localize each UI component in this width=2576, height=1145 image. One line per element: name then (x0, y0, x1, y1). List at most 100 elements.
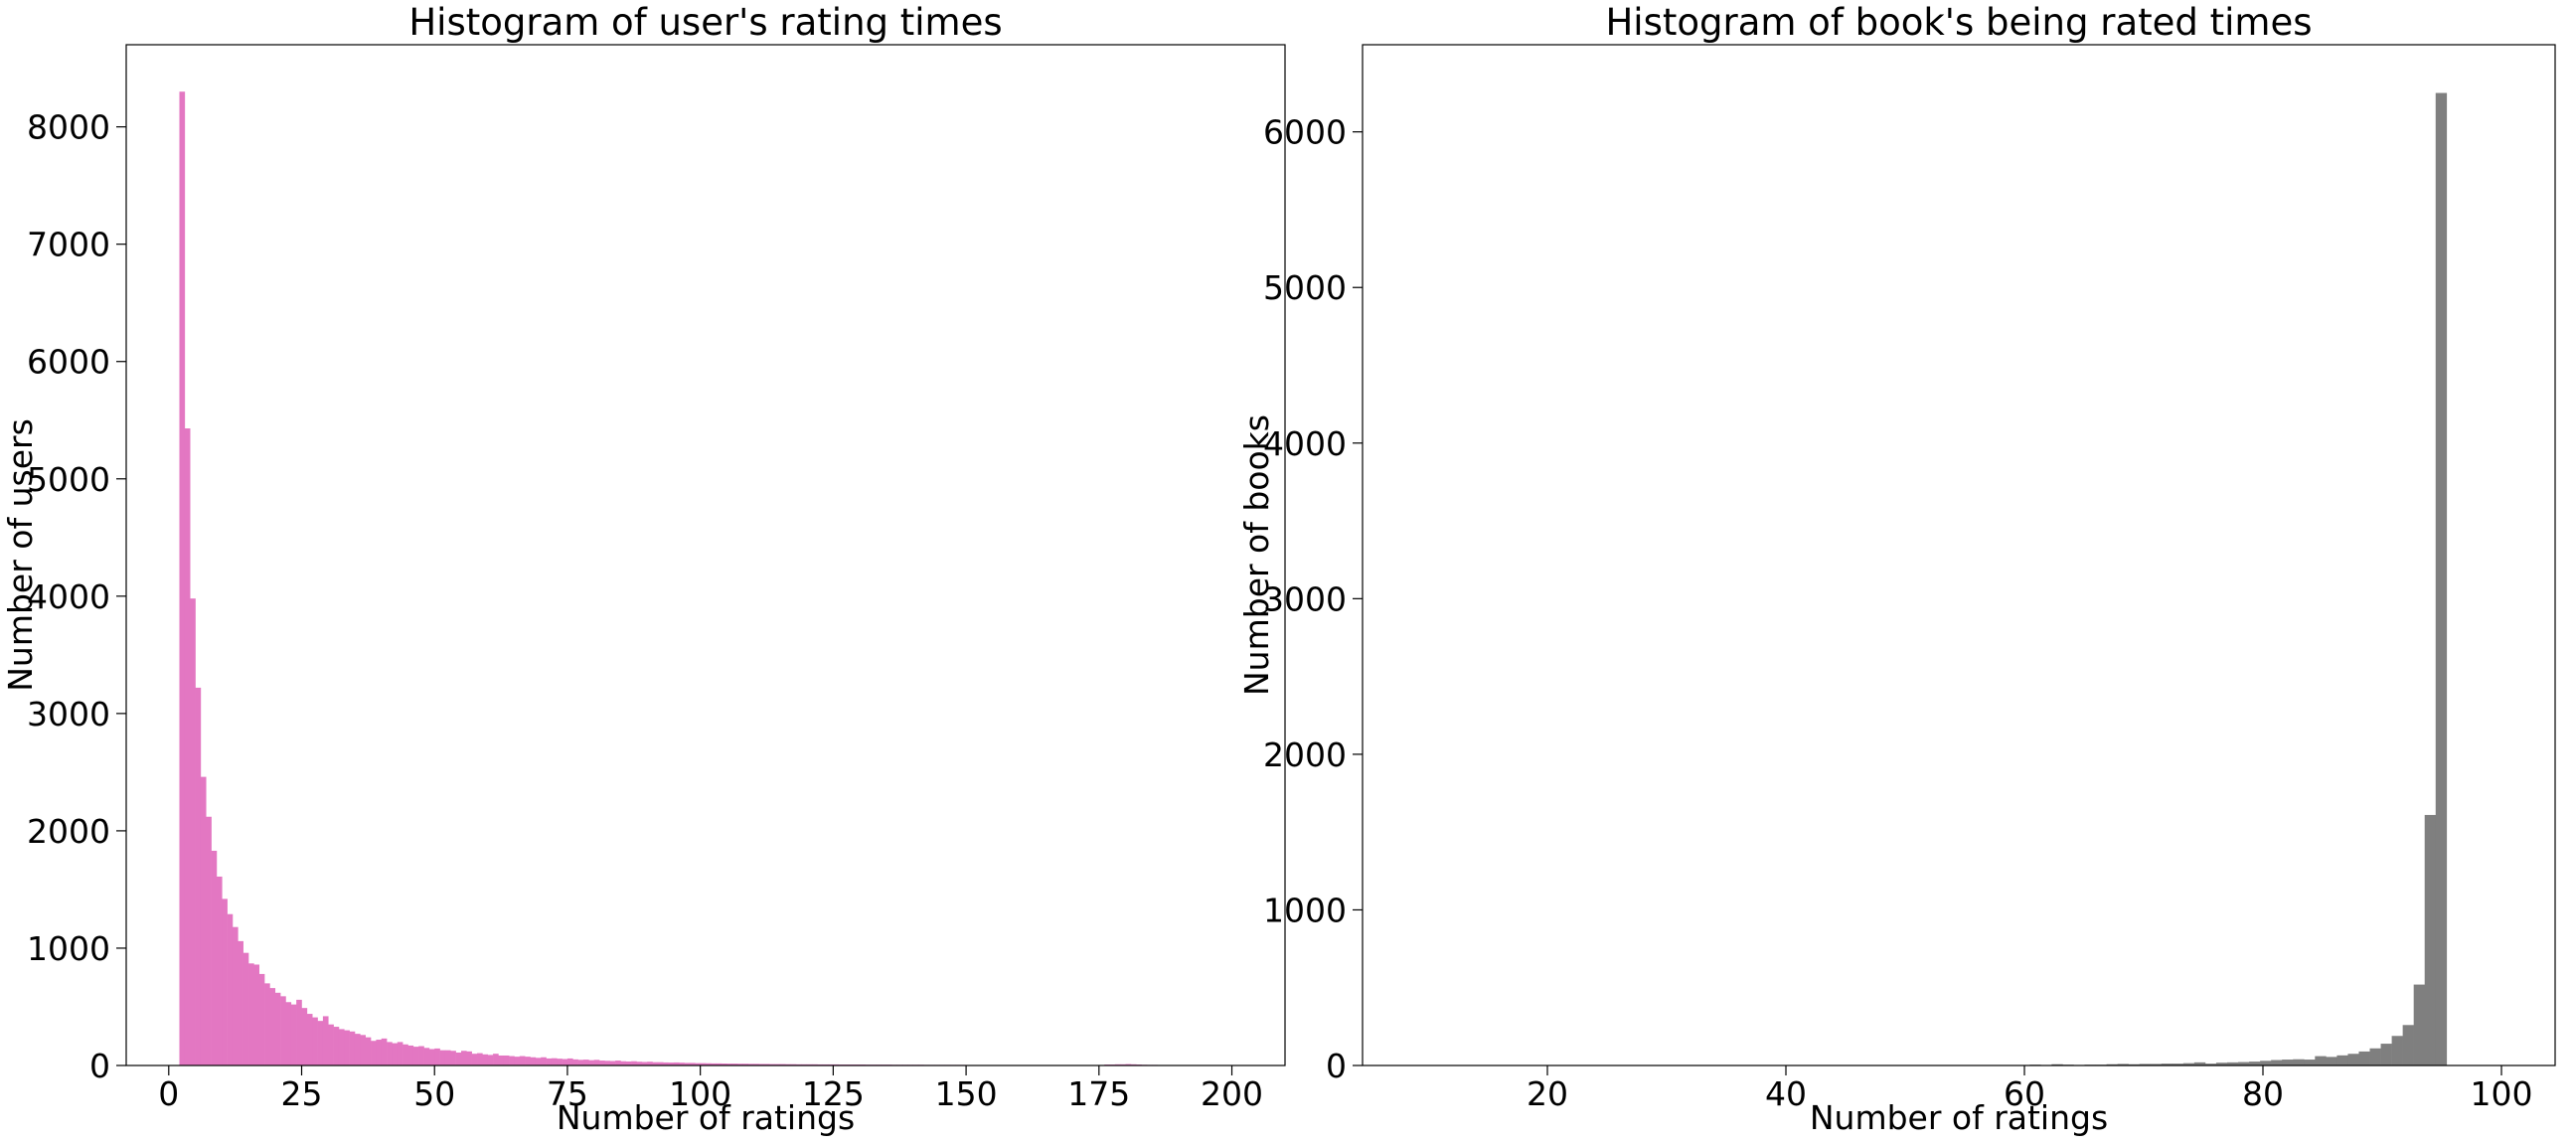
histogram-bar (636, 1062, 643, 1065)
histogram-bar (566, 1058, 573, 1065)
histogram-bar (572, 1059, 578, 1065)
histogram-bar (412, 1047, 419, 1065)
histogram-bar (503, 1055, 510, 1065)
y-tick-label: 6000 (1263, 113, 1347, 152)
histogram-bar (779, 1063, 786, 1065)
histogram-bar (769, 1063, 775, 1065)
histogram-bar (2182, 1063, 2195, 1065)
histogram-bar (747, 1063, 754, 1065)
histogram-bar (2413, 984, 2426, 1065)
histogram-bar (387, 1042, 393, 1065)
histogram-bar (317, 1021, 324, 1065)
histogram-bar (1125, 1063, 1132, 1065)
histogram-bar (365, 1037, 372, 1065)
histogram-bar (258, 973, 265, 1065)
histogram-bar (312, 1017, 318, 1065)
x-tick-label: 100 (2471, 1074, 2533, 1113)
histogram-bar (663, 1062, 669, 1065)
histogram-bar (487, 1055, 494, 1065)
histogram-bar (2391, 1036, 2403, 1065)
histogram-bar (253, 964, 260, 1065)
histogram-bar (2161, 1063, 2174, 1065)
histogram-bar (392, 1043, 399, 1065)
histogram-bar (238, 940, 243, 1065)
histogram-bar (179, 91, 186, 1066)
histogram-bar (2315, 1056, 2327, 1065)
y-tick-label: 7000 (27, 226, 110, 264)
x-axis-label: Number of ratings (1810, 1098, 2108, 1137)
histogram-bar (657, 1062, 664, 1065)
x-tick-label: 80 (2242, 1074, 2284, 1113)
histogram-bar (2150, 1063, 2163, 1065)
histogram-bar (274, 992, 281, 1065)
plot-frame (125, 44, 1286, 1066)
x-tick-label: 20 (1527, 1074, 1568, 1113)
histogram-bar (242, 952, 249, 1065)
histogram-bar (2402, 1025, 2414, 1065)
histogram-bar (785, 1063, 791, 1065)
y-tick-label: 4000 (27, 577, 110, 616)
histogram-bar (731, 1063, 738, 1065)
chart-title: Histogram of user's rating times (408, 1, 1002, 44)
y-tick-label: 4000 (1263, 424, 1347, 463)
x-tick-label: 175 (1067, 1074, 1130, 1113)
histogram-bar (509, 1056, 515, 1065)
histogram-bar (2336, 1055, 2348, 1065)
histogram-bar (222, 899, 228, 1065)
histogram-bar (477, 1053, 483, 1065)
histogram-bar (2139, 1063, 2152, 1065)
histogram-bar (2193, 1062, 2206, 1065)
histogram-bar (668, 1063, 675, 1065)
histogram-bar (2435, 92, 2448, 1066)
histogram-bar (2128, 1063, 2140, 1065)
histogram-bar (322, 1016, 329, 1065)
bars (179, 91, 1211, 1066)
bars (1404, 92, 2448, 1066)
x-tick-label: 60 (2004, 1074, 2045, 1113)
histogram-bar (604, 1061, 611, 1065)
histogram-bar (471, 1054, 478, 1065)
histogram-bar (466, 1051, 472, 1065)
histogram-bar (2369, 1048, 2381, 1065)
histogram-bar (434, 1048, 440, 1065)
user-rating-histogram: 0 25 50 75 100 125 150 175 200010002000300040005… (1, 1, 1286, 1137)
histogram-bar (742, 1063, 749, 1065)
histogram-bar (211, 850, 218, 1065)
histogram-bar (546, 1058, 553, 1065)
histogram-bar (482, 1054, 489, 1065)
x-tick-label: 25 (281, 1074, 323, 1113)
histogram-bar (620, 1061, 627, 1065)
histogram-bar (338, 1029, 345, 1065)
histogram-bar (328, 1024, 334, 1065)
histogram-bar (232, 926, 239, 1065)
chart-title: Histogram of book's being rated times (1605, 1, 2312, 44)
histogram-bar (306, 1014, 313, 1065)
histogram-bar (2249, 1062, 2261, 1065)
histogram-bar (706, 1063, 712, 1065)
y-tick-label: 5000 (27, 460, 110, 499)
histogram-bar (397, 1042, 403, 1065)
histogram-bar (609, 1061, 616, 1065)
x-tick-label: 100 (669, 1074, 731, 1113)
y-tick-label: 5000 (1263, 268, 1347, 307)
histogram-bar (381, 1038, 388, 1065)
x-tick-label: 125 (802, 1074, 865, 1113)
histogram-bar (763, 1063, 770, 1065)
y-tick-label: 8000 (27, 108, 110, 147)
histogram-bar (227, 913, 234, 1065)
y-axis-label: Number of books (1237, 414, 1276, 696)
histogram-bar (498, 1055, 505, 1065)
y-tick-label: 6000 (27, 343, 110, 382)
histogram-bar (562, 1059, 568, 1065)
histogram-bar (333, 1027, 340, 1065)
histogram-bar (264, 983, 270, 1065)
histogram-bar (2227, 1062, 2239, 1065)
histogram-bar (376, 1040, 383, 1065)
y-tick-label: 1000 (27, 929, 110, 968)
y-axis-label: Number of users (1, 418, 40, 692)
histogram-bar (269, 988, 276, 1065)
histogram-bar (519, 1056, 526, 1065)
histogram-bar (2271, 1060, 2283, 1065)
histogram-bar (460, 1051, 467, 1065)
